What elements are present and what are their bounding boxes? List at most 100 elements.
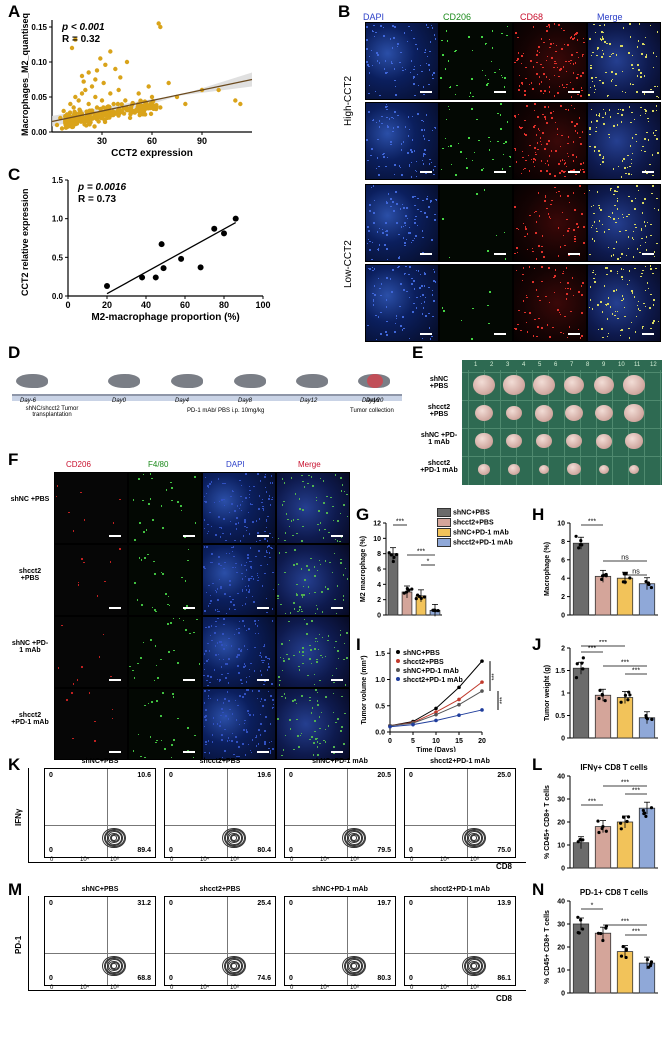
fluorescence-dot	[262, 507, 264, 510]
fluorescence-dot	[315, 496, 318, 499]
fluorescence-dot	[598, 220, 601, 222]
fluorescence-dot	[288, 525, 291, 528]
scale-bar	[109, 535, 121, 537]
fluorescence-dot	[137, 733, 140, 736]
panel-f-row-4: shcct2 +PD-1 mAb	[11, 712, 49, 726]
panel-label-d: D	[8, 343, 21, 362]
fluorescence-dot	[556, 133, 559, 136]
fluorescence-dot	[94, 720, 96, 723]
fluorescence-dot	[241, 578, 244, 580]
y-tick-label: 6	[377, 567, 381, 574]
replicate-point	[414, 597, 418, 601]
fluorescence-dot	[207, 684, 209, 687]
data-point	[123, 98, 128, 103]
fluorescence-dot	[410, 241, 413, 244]
data-point	[71, 105, 76, 110]
fluorescence-dot	[171, 499, 173, 502]
data-point	[111, 101, 116, 107]
fluorescence-dot	[289, 719, 291, 721]
tumor-specimen	[624, 404, 644, 422]
fluorescence-dot	[203, 725, 206, 728]
fluorescence-dot	[567, 108, 570, 111]
series-point	[457, 702, 461, 707]
legend-label-3: shNC+PD-1 mAb	[453, 529, 509, 537]
fluorescence-dot	[306, 633, 308, 635]
fluorescence-dot	[534, 151, 537, 154]
fluorescence-dot	[537, 326, 539, 328]
fluorescence-dot	[164, 748, 166, 750]
fluorescence-dot	[383, 156, 385, 158]
fluorescence-dot	[628, 270, 631, 272]
fluorescence-dot	[603, 24, 606, 26]
fluorescence-dot	[373, 222, 375, 224]
fluorescence-dot	[487, 78, 490, 81]
fluorescence-dot	[321, 636, 324, 639]
data-point	[82, 122, 87, 127]
fluorescence-dot	[598, 154, 601, 156]
fluorescence-dot	[533, 158, 535, 160]
fluorescence-dot	[315, 604, 318, 606]
data-point	[61, 108, 66, 114]
y-tick-label: 0	[561, 991, 565, 998]
fluorescence-dot	[391, 62, 393, 65]
fluorescence-dot	[541, 245, 543, 248]
tumor-specimen	[567, 463, 581, 476]
fluorescence-dot	[589, 86, 592, 89]
fluorescence-dot	[550, 43, 552, 45]
fluorescence-dot	[400, 51, 402, 54]
fluorescence-dot	[565, 298, 568, 300]
scale-bar	[183, 607, 195, 609]
fluorescence-dot	[381, 115, 383, 118]
series-point	[480, 659, 484, 663]
fluorescence-dot	[572, 63, 575, 65]
y-tick-label: 2	[561, 594, 565, 601]
replicate-point	[598, 688, 602, 692]
fluorescence-dot	[422, 86, 424, 88]
fluorescence-dot	[631, 152, 634, 155]
quadrant-ll: 0	[409, 847, 413, 854]
fluorescence-dot	[260, 698, 263, 700]
data-point	[73, 37, 78, 42]
fluorescence-dot	[284, 539, 286, 542]
fluorescence-dot	[514, 116, 517, 119]
fluorescence-dot	[600, 209, 602, 211]
fluorescence-dot	[536, 50, 539, 52]
replicate-point	[641, 808, 645, 813]
quadrant-line-v	[227, 897, 228, 985]
fluorescence-dot	[281, 695, 283, 698]
fluorescence-dot	[524, 226, 527, 228]
fluorescence-dot	[409, 266, 411, 268]
fluorescence-dot	[419, 273, 422, 276]
fluorescence-dot	[614, 310, 617, 313]
fluorescence-dot	[555, 50, 557, 53]
fluorescence-dot	[476, 193, 478, 195]
fluorescence-dot	[544, 148, 546, 150]
fluorescence-dot	[244, 575, 247, 578]
fluorescence-dot	[265, 550, 268, 552]
fluorescence-dot	[316, 658, 318, 661]
fluorescence-dot	[415, 160, 418, 163]
fluorescence-dot	[431, 335, 433, 338]
fluorescence-dot	[435, 198, 437, 201]
fluorescence-dot	[209, 697, 212, 700]
fluorescence-dot	[589, 127, 591, 129]
fluorescence-dot	[573, 107, 576, 110]
fluorescence-dot	[420, 302, 423, 305]
tumor-icon	[367, 374, 383, 388]
fluorescence-dot	[434, 219, 436, 221]
fluorescence-dot	[422, 155, 425, 157]
fluorescence-dot	[578, 117, 581, 119]
grid-line	[468, 370, 469, 485]
fluorescence-dot	[150, 639, 152, 641]
fluorescence-dot	[240, 564, 243, 566]
data-point	[106, 104, 111, 109]
y-tick-label: 20	[557, 945, 565, 952]
fluorescence-dot	[636, 91, 638, 93]
timeline-day-label: Day20	[366, 398, 384, 404]
fluorescence-dot	[415, 269, 418, 272]
fluorescence-dot	[631, 111, 633, 114]
fluorescence-dot	[378, 120, 381, 122]
fluorescence-dot	[238, 620, 241, 623]
fluorescence-dot	[313, 566, 316, 568]
fluorescence-dot	[386, 277, 388, 279]
